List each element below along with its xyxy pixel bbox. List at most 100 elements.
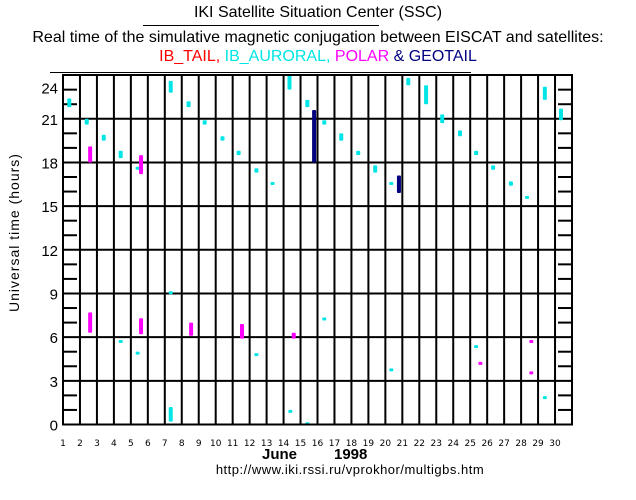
- data-segment: [220, 136, 225, 141]
- y-tick-label: 3: [50, 374, 58, 391]
- data-segment: [168, 291, 173, 295]
- data-segment: [135, 351, 140, 355]
- y-tick-label: 18: [41, 155, 58, 172]
- data-segment: [322, 120, 327, 125]
- data-segment: [542, 86, 547, 100]
- y-tick-label: 21: [41, 112, 58, 129]
- data-segment: [288, 409, 293, 413]
- data-segment: [118, 340, 123, 344]
- y-tick-label: 0: [50, 418, 58, 435]
- grid: [63, 75, 572, 425]
- data-segment: [88, 146, 93, 163]
- data-segment: [168, 80, 173, 93]
- data-segment: [474, 150, 479, 156]
- x-tick-label: 20: [380, 439, 392, 449]
- y-axis-label: Universal time (hours): [6, 153, 22, 312]
- data-segment: [88, 312, 93, 333]
- x-tick-label: 10: [210, 439, 222, 449]
- x-tick-label: 1: [60, 439, 66, 449]
- data-segment: [339, 133, 344, 141]
- x-tick-label: 15: [295, 439, 306, 449]
- x-tick-label: 16: [312, 439, 324, 449]
- data-segment: [254, 353, 259, 357]
- data-segment: [529, 371, 534, 375]
- data-segment: [406, 78, 411, 86]
- x-tick-label: 18: [346, 439, 358, 449]
- y-tick-label: 9: [50, 286, 58, 303]
- x-tick-label: 6: [145, 439, 151, 449]
- legend-polar: POLAR: [330, 48, 390, 65]
- x-tick-label: 13: [261, 439, 272, 449]
- data-segment: [189, 322, 194, 336]
- data-segment: [101, 134, 106, 141]
- data-segment: [291, 332, 296, 339]
- x-tick-label: 22: [414, 439, 425, 449]
- data-segment: [139, 155, 144, 175]
- x-tick-label: 29: [532, 439, 544, 449]
- data-segment: [67, 98, 72, 108]
- x-axis-month: June: [262, 446, 298, 463]
- data-segment: [84, 118, 89, 125]
- data-segment: [542, 396, 547, 400]
- data-segment: [440, 114, 445, 124]
- data-segment: [202, 120, 207, 125]
- data-segment: [270, 182, 275, 186]
- x-tick-label: 21: [397, 439, 408, 449]
- x-tick-label: 2: [77, 439, 83, 449]
- x-tick-label: 3: [94, 439, 100, 449]
- x-tick-label: 23: [431, 439, 442, 449]
- data-segment: [373, 165, 378, 173]
- x-tick-label: 9: [196, 439, 202, 449]
- axis-ticks: [63, 75, 572, 425]
- x-tick-label: 26: [481, 439, 493, 449]
- y-tick-label: 12: [41, 243, 58, 260]
- x-tick-label: 12: [244, 439, 255, 449]
- source-url[interactable]: http://www.iki.rssi.ru/vprokhor/multigbs…: [215, 462, 485, 477]
- chart-subtitle: Real time of the simulative magnetic con…: [32, 29, 604, 46]
- data-segment: [356, 150, 361, 156]
- legend-ib-tail: IB_TAIL,: [159, 48, 221, 65]
- x-tick-label: 27: [498, 439, 509, 449]
- data-segment: [236, 150, 241, 156]
- data-segment: [396, 175, 401, 194]
- data-segment: [254, 168, 259, 173]
- data-segment: [389, 368, 394, 372]
- data-segment: [529, 340, 534, 344]
- data-segment: [168, 407, 173, 422]
- x-tick-labels: 1 2 3 4 5 6 7 8 9 10 11 12 13 14 15 16 17 18 19 20 21 22 23 24 2…: [60, 439, 561, 449]
- series-polar: [88, 146, 534, 375]
- title-underline: [143, 25, 379, 26]
- legend: IB_TAIL, IB_AURORAL, POLAR & GEOTAIL: [0, 48, 636, 66]
- page-title: IKI Satellite Situation Center (SSC): [193, 4, 443, 21]
- data-segment: [558, 108, 563, 121]
- series-ib-auroral: [67, 75, 563, 426]
- data-segment: [118, 150, 123, 159]
- data-segment: [312, 110, 317, 163]
- x-tick-label: 28: [515, 439, 527, 449]
- data-segment: [135, 166, 140, 170]
- x-tick-label: 4: [111, 439, 117, 449]
- data-segment: [508, 181, 513, 186]
- x-tick-label: 14: [278, 439, 290, 449]
- x-tick-label: 30: [549, 439, 561, 449]
- data-segment: [424, 85, 429, 105]
- legend-ib-auroral: IB_AURORAL,: [220, 48, 331, 65]
- plot-frame: [62, 74, 573, 426]
- x-tick-label: 5: [128, 439, 134, 449]
- data-segment: [491, 165, 496, 170]
- data-marks: [67, 75, 563, 426]
- data-segment: [389, 182, 394, 186]
- data-segment: [474, 345, 479, 349]
- data-segment: [186, 101, 191, 108]
- data-segment: [139, 318, 144, 335]
- data-segment: [305, 99, 310, 108]
- x-tick-label: 17: [329, 439, 340, 449]
- x-tick-label: 8: [179, 439, 185, 449]
- x-tick-label: 7: [162, 439, 168, 449]
- y-tick-label: 24: [41, 81, 58, 98]
- data-segment: [525, 195, 530, 199]
- x-tick-label: 25: [464, 439, 475, 449]
- y-tick-label: 6: [50, 330, 58, 347]
- x-tick-label: 11: [227, 439, 238, 449]
- legend-geotail: & GEOTAIL: [389, 48, 477, 65]
